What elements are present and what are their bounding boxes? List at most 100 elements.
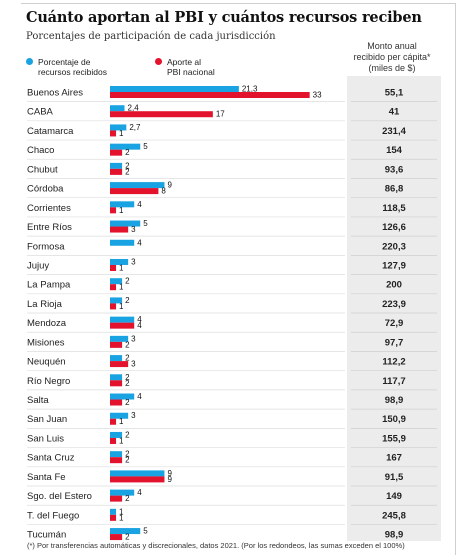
per-capita-value: 97,7 — [385, 337, 404, 348]
data-label-pbi: 2 — [125, 494, 130, 503]
bar-pbi — [110, 322, 135, 329]
category-label: Catamarca — [27, 126, 74, 137]
data-label-pbi: 2 — [125, 533, 130, 542]
legend-label-pbi-line1: Aporte al — [167, 57, 202, 67]
bar-recursos — [110, 86, 239, 92]
footnote: (*) Por transferencias automáticas y dis… — [27, 541, 405, 550]
per-capita-column-header: Monto anual recibido per cápita* (miles … — [337, 41, 447, 74]
data-label-pbi: 1 — [119, 263, 124, 272]
data-label-pbi: 3 — [131, 225, 136, 234]
data-label-pbi: 2 — [125, 456, 130, 465]
legend-label-recursos-line1: Porcentaje de — [38, 57, 91, 67]
bar-recursos — [110, 374, 123, 381]
per-capita-column-background — [347, 76, 441, 541]
category-label: Santa Fe — [27, 472, 66, 483]
data-label-recursos: 2 — [125, 450, 130, 459]
category-label: Mendoza — [27, 318, 67, 329]
bar-recursos — [110, 124, 127, 131]
data-label-pbi: 17 — [216, 110, 225, 119]
bar-recursos — [110, 451, 123, 458]
category-label: Chaco — [27, 145, 54, 156]
data-label-recursos: 2 — [125, 296, 130, 305]
per-capita-value: 118,5 — [382, 203, 406, 214]
chart-frame — [21, 3, 456, 555]
data-label-pbi: 1 — [119, 206, 124, 215]
legend-label-recursos-line2: recursos recibidos — [38, 67, 107, 77]
chart-subtitle: Porcentajes de participación de cada jur… — [26, 31, 276, 42]
bar-pbi — [110, 149, 123, 156]
bar-pbi — [110, 284, 117, 291]
data-label-pbi: 9 — [167, 475, 172, 484]
per-capita-value: 150,9 — [382, 414, 406, 425]
per-capita-value: 126,6 — [382, 222, 406, 233]
category-label: T. del Fuego — [27, 510, 79, 521]
category-label: Formosa — [27, 241, 65, 252]
per-capita-value: 55,1 — [385, 88, 404, 99]
bar-recursos — [110, 258, 129, 265]
data-label-pbi: 4 — [137, 321, 142, 330]
data-label-pbi: 1 — [119, 129, 124, 138]
data-label-recursos: 2,4 — [128, 104, 140, 113]
legend-swatch-recursos — [26, 58, 33, 65]
category-label: Entre Ríos — [27, 222, 72, 233]
per-capita-value: 86,8 — [385, 184, 404, 195]
per-capita-value: 200 — [386, 280, 402, 291]
data-label-recursos: 2 — [125, 354, 130, 363]
bar-recursos — [110, 470, 165, 477]
bar-recursos — [110, 201, 135, 208]
per-capita-value: 117,7 — [382, 376, 405, 387]
data-label-recursos: 9 — [167, 181, 172, 190]
bar-recursos — [110, 412, 129, 419]
data-label-pbi: 1 — [119, 436, 124, 445]
data-label-recursos: 3 — [131, 257, 136, 266]
bar-pbi — [110, 341, 123, 348]
bar-recursos — [110, 508, 117, 515]
per-capita-value: 93,6 — [385, 164, 404, 175]
data-label-pbi: 1 — [119, 283, 124, 292]
data-label-pbi: 2 — [125, 398, 130, 407]
bar-recursos — [110, 335, 129, 342]
bar-recursos — [110, 105, 125, 112]
bar-pbi — [110, 130, 117, 137]
per-capita-value: 41 — [389, 107, 400, 118]
category-label: Sgo. del Estero — [27, 491, 92, 502]
bar-pbi — [110, 457, 123, 464]
bar-recursos — [110, 355, 123, 362]
per-capita-header-line2: recibido per cápita* — [353, 52, 431, 62]
per-capita-value: 149 — [386, 491, 402, 502]
bar-pbi — [110, 380, 123, 387]
bar-recursos — [110, 489, 135, 496]
data-label-recursos: 4 — [137, 392, 142, 401]
bar-pbi — [110, 207, 117, 214]
data-label-recursos: 4 — [137, 238, 142, 247]
bar-pbi — [110, 495, 123, 502]
bar-pbi — [110, 92, 310, 98]
data-label-recursos: 2,7 — [129, 123, 141, 132]
per-capita-value: 167 — [386, 453, 402, 464]
category-label: Neuquén — [27, 357, 66, 368]
data-label-recursos: 21,3 — [242, 85, 258, 94]
data-label-recursos: 2 — [125, 430, 130, 439]
legend-label-recursos: Porcentaje de recursos recibidos — [38, 57, 134, 77]
bar-pbi — [110, 418, 117, 425]
category-label: San Luis — [27, 433, 64, 444]
data-label-recursos: 2 — [125, 161, 130, 170]
category-label: Misiones — [27, 337, 65, 348]
bar-pbi — [110, 168, 123, 175]
bar-recursos — [110, 316, 135, 323]
category-label: Chubut — [27, 164, 58, 175]
per-capita-header-line1: Monto anual — [367, 41, 417, 51]
data-label-recursos: 2 — [125, 373, 130, 382]
data-label-pbi: 2 — [125, 167, 130, 176]
per-capita-value: 112,2 — [382, 357, 405, 368]
per-capita-value: 223,9 — [382, 299, 406, 310]
data-label-recursos: 2 — [125, 277, 130, 286]
bar-pbi — [110, 361, 129, 368]
category-label: Córdoba — [27, 184, 64, 195]
legend-item-recursos: Porcentaje de recursos recibidos — [26, 57, 134, 77]
bar-recursos — [110, 393, 135, 400]
bar-pbi — [110, 534, 123, 541]
chart-title: Cuánto aportan al PBI y cuántos recursos… — [26, 9, 422, 26]
category-label: Buenos Aires — [27, 88, 83, 99]
